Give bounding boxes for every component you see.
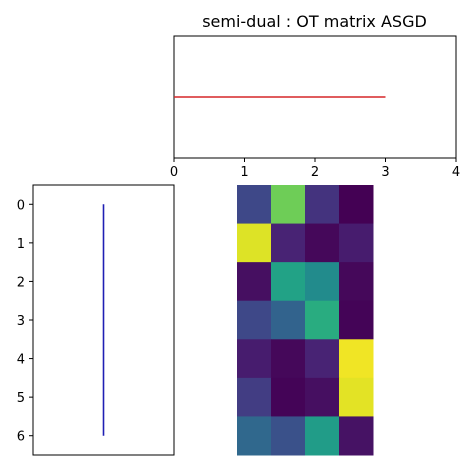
left-y-tick-label: 3	[17, 314, 25, 329]
heatmap-cell	[237, 223, 272, 263]
heatmap-cell	[339, 339, 374, 379]
ot-matrix-heatmap	[237, 185, 374, 456]
heatmap-cell	[271, 377, 306, 417]
top-line-plot: 0 1 2 3 4	[170, 35, 460, 180]
top-x-tick-label: 4	[452, 165, 460, 180]
left-line-plot: 0 1 2 3 4 5 6	[17, 184, 175, 456]
heatmap-cell	[237, 185, 272, 225]
heatmap-cell	[271, 339, 306, 379]
heatmap-cell	[305, 223, 340, 263]
top-x-tick-label: 3	[381, 165, 389, 180]
left-y-tick-label: 4	[17, 353, 25, 368]
heatmap-cell	[339, 262, 374, 302]
heatmap-cell	[305, 377, 340, 417]
heatmap-cell	[305, 339, 340, 379]
top-plot-x-ticks: 0 1 2 3 4	[170, 158, 460, 180]
left-y-tick-label: 6	[17, 430, 25, 445]
left-y-tick-label: 5	[17, 391, 25, 406]
heatmap-cell	[305, 416, 340, 456]
left-y-tick-label: 2	[17, 275, 25, 290]
heatmap-cell	[271, 185, 306, 225]
left-y-tick-label: 0	[17, 198, 25, 213]
heatmap-cell	[271, 416, 306, 456]
heatmap-cell	[237, 416, 272, 456]
heatmap-cell	[339, 223, 374, 263]
heatmap-cell	[305, 262, 340, 302]
heatmap-cell	[271, 262, 306, 302]
top-x-tick-label: 0	[170, 165, 178, 180]
chart-title: semi-dual : OT matrix ASGD	[202, 12, 427, 31]
heatmap-cell	[339, 416, 374, 456]
heatmap-cell	[237, 262, 272, 302]
heatmap-cell	[237, 300, 272, 340]
top-x-tick-label: 2	[311, 165, 319, 180]
left-y-tick-label: 1	[17, 237, 25, 252]
heatmap-cell	[305, 300, 340, 340]
heatmap-cell	[339, 377, 374, 417]
left-plot-y-ticks: 0 1 2 3 4 5 6	[17, 198, 33, 445]
top-x-tick-label: 1	[240, 165, 248, 180]
heatmap-cell	[237, 339, 272, 379]
heatmap-cell	[305, 185, 340, 225]
heatmap-cell	[271, 300, 306, 340]
heatmap-cell	[237, 377, 272, 417]
heatmap-cell	[339, 300, 374, 340]
heatmap-cell	[271, 223, 306, 263]
heatmap-cell	[339, 185, 374, 225]
